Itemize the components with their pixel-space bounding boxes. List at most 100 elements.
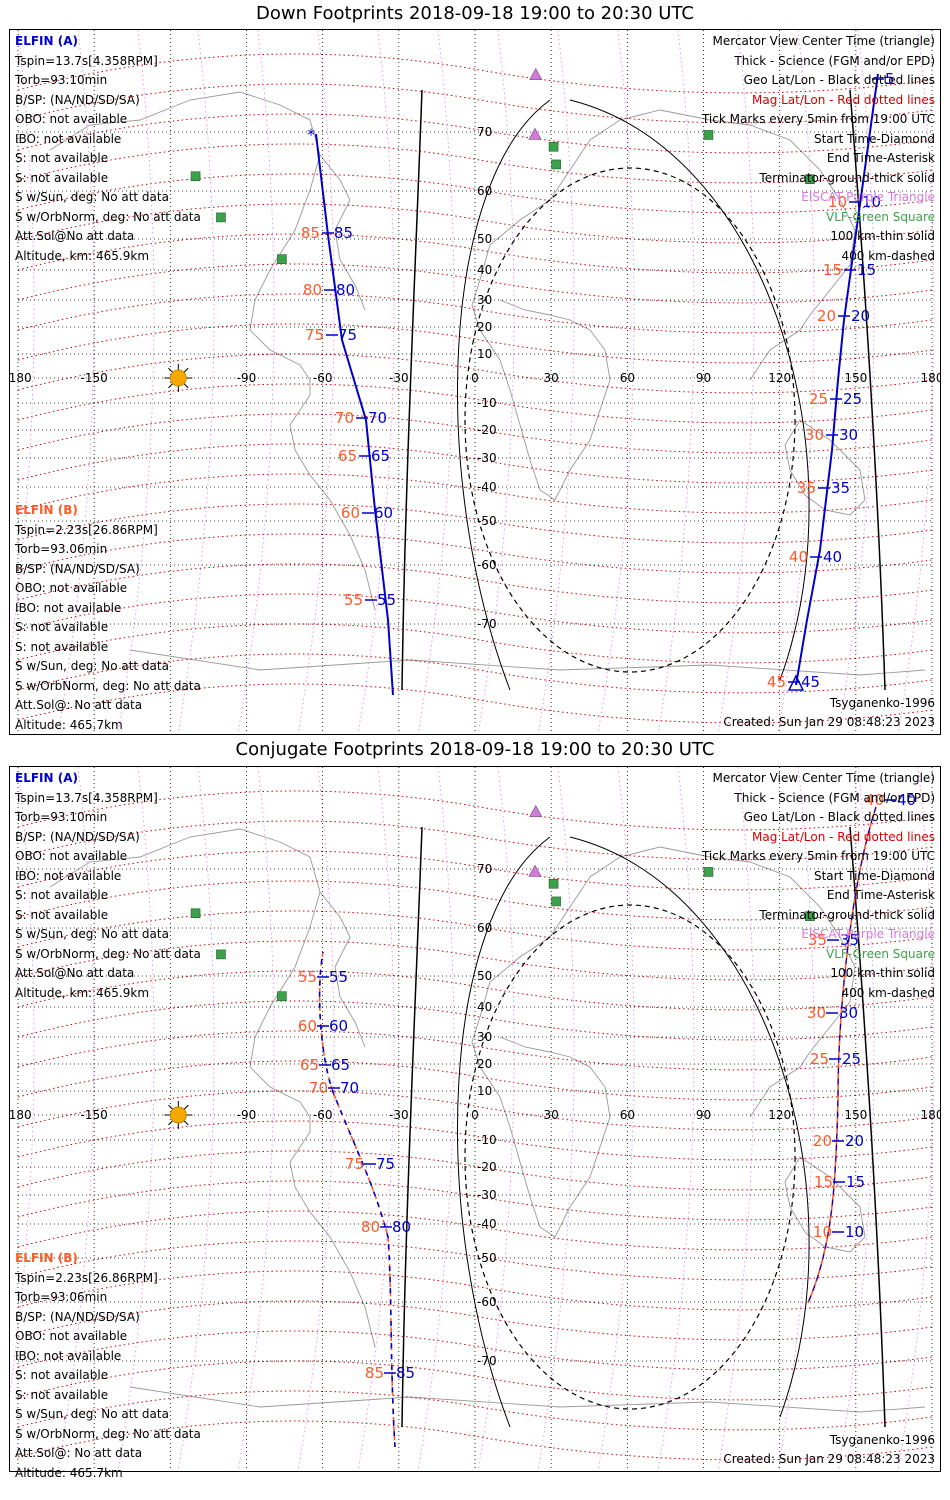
lon-tick-label: 90	[696, 1108, 711, 1122]
info-line: S: not available	[15, 639, 109, 654]
mag-lon-line	[357, 30, 395, 734]
tick-label-a: 65	[371, 447, 390, 465]
tick-label-a: 40	[823, 548, 842, 566]
info-line: S: not available	[15, 620, 109, 634]
info-line: IBO: not available	[15, 131, 122, 146]
lon-tick-label: -60	[313, 1108, 333, 1122]
legend-item: End Time-Asterisk	[826, 888, 935, 902]
tick-label-b: 85	[365, 1364, 384, 1382]
lon-tick-label: 180	[921, 1108, 940, 1122]
info-line: Att.Sol@: No att data	[15, 698, 143, 712]
tick-label-b: 20	[813, 1132, 832, 1150]
info-line: Tspin=13.7s[4.358RPM]	[15, 53, 158, 68]
mag-lon-line	[237, 30, 275, 734]
tick-label-b: 20	[817, 307, 836, 325]
mag-lon-line	[417, 30, 455, 734]
lat-tick-label: -20	[477, 423, 497, 437]
lon-tick-label: -60	[313, 371, 333, 385]
legend: Mercator View Center Time (triangle) Thi…	[702, 769, 935, 1003]
lon-tick-label: 60	[620, 371, 635, 385]
tick-label-a: 35	[840, 931, 859, 949]
elfin-b-info: ELFIN (B) Tspin=2.23s[26.86RPM] Torb=93.…	[15, 1249, 201, 1483]
footer: Tsyganenko-1996 Created: Sun Jan 29 08:4…	[723, 694, 935, 732]
info-line: OBO: not available	[15, 112, 128, 126]
mag-lon-line	[777, 30, 815, 734]
vlf-square	[805, 911, 815, 921]
tick-label-a: 20	[851, 307, 870, 325]
mag-lon-line	[837, 767, 875, 1471]
mag-lon-line	[57, 30, 95, 734]
tick-label-b: 30	[807, 1004, 826, 1022]
terminator-left	[401, 826, 423, 1428]
tick-label-b: 55	[344, 591, 363, 609]
vlf-square	[190, 908, 201, 919]
coastline-4	[784, 1156, 866, 1253]
tick-label-b: 75	[305, 326, 324, 344]
legend-item: Start Time-Diamond	[813, 868, 935, 883]
lat-tick-label: 40	[477, 1000, 492, 1014]
elfin-a-info: ELFIN (A) Tspin=13.7s[4.358RPM] Torb=93.…	[15, 32, 201, 266]
sun-ray	[168, 1120, 174, 1126]
circle-400km	[464, 904, 796, 1410]
lon-tick-label: 150	[844, 371, 867, 385]
mag-lon-line	[537, 767, 575, 1471]
lon-tick-label: -90	[237, 371, 257, 385]
lon-tick-label: -180	[10, 371, 32, 385]
info-line: B/SP: (NA/ND/SD/SA)	[15, 1309, 140, 1324]
lon-tick-label: -30	[389, 371, 409, 385]
tick-label-b: 65	[338, 447, 357, 465]
lat-tick-label: 10	[477, 347, 492, 361]
legend-item: Mag Lat/Lon - Red dotted lines	[751, 92, 935, 107]
tick-label-b: 30	[805, 426, 824, 444]
tick-label-a: 75	[376, 1155, 395, 1173]
info-line: S: not available	[15, 170, 109, 185]
info-line: Tspin=2.23s[26.86RPM]	[15, 522, 158, 537]
elfin-a-track-east	[795, 73, 879, 686]
circle-100km-right	[569, 836, 810, 1418]
tick-label-a: 35	[831, 479, 850, 497]
panel-conjugate: -180 -150 -90 -60 -30 0 30 60 90 120 150 180 70 60 50 4…	[9, 766, 941, 1480]
model-label: Tsyganenko-1996	[829, 1433, 935, 1447]
created-label: Created: Sun Jan 29 08:48:23 2023	[723, 1452, 935, 1466]
info-line: Att.Sol@No att data	[15, 229, 135, 243]
lon-tick-label: 90	[696, 371, 711, 385]
lon-tick-label: -30	[389, 1108, 409, 1122]
center-time-triangle	[787, 674, 805, 691]
tick-label-a: 80	[336, 281, 355, 299]
info-line: OBO: not available	[15, 849, 128, 863]
tick-label-b: 80	[361, 1218, 380, 1236]
tick-label-b: 15	[814, 1173, 833, 1191]
legend-item: Thick - Science (FGM and/or EPD)	[734, 53, 935, 68]
elfin-a-label: ELFIN (A)	[15, 771, 78, 785]
mag-lon-line	[597, 767, 635, 1471]
sun-ray	[168, 383, 174, 389]
legend-item: Tick Marks every 5min from 19:00 UTC	[701, 112, 935, 126]
mag-lon-line	[537, 30, 575, 734]
info-line: S: not available	[15, 151, 109, 165]
tick-label-a: 20	[845, 1132, 864, 1150]
info-line: S w/Sun, deg: No att data	[15, 1407, 169, 1421]
tick-label-a: 10	[845, 1223, 864, 1241]
info-line: S w/Sun, deg: No att data	[15, 927, 169, 941]
lat-tick-label: -70	[477, 1354, 497, 1368]
sun-ray	[183, 367, 189, 373]
tick-label-a: 85	[396, 1364, 415, 1382]
vlf-square	[548, 878, 559, 889]
vlf-square	[551, 159, 561, 170]
elfin-a-label: ELFIN (A)	[15, 34, 78, 48]
lon-tick-label: 150	[844, 1108, 867, 1122]
coastline-0	[49, 828, 376, 1348]
tick-label-b: 35	[808, 931, 827, 949]
mag-lon-line	[177, 30, 215, 734]
legend-item: 400 km-dashed	[841, 985, 935, 1000]
tick-label-a: 15	[857, 261, 876, 279]
lat-tick-label: -10	[477, 396, 497, 410]
lat-tick-label: -40	[477, 480, 497, 494]
map-conjugate: -180 -150 -90 -60 -30 0 30 60 90 120 150 180 70 60 50 4…	[10, 767, 940, 1471]
sun-ray	[183, 1120, 189, 1126]
tick-label-b: 60	[341, 504, 360, 522]
lat-tick-label: -50	[477, 1251, 497, 1265]
tick-label-a: 10	[862, 193, 881, 211]
tick-label-a: 70	[340, 1079, 359, 1097]
lat-tick-label: -60	[477, 558, 497, 572]
